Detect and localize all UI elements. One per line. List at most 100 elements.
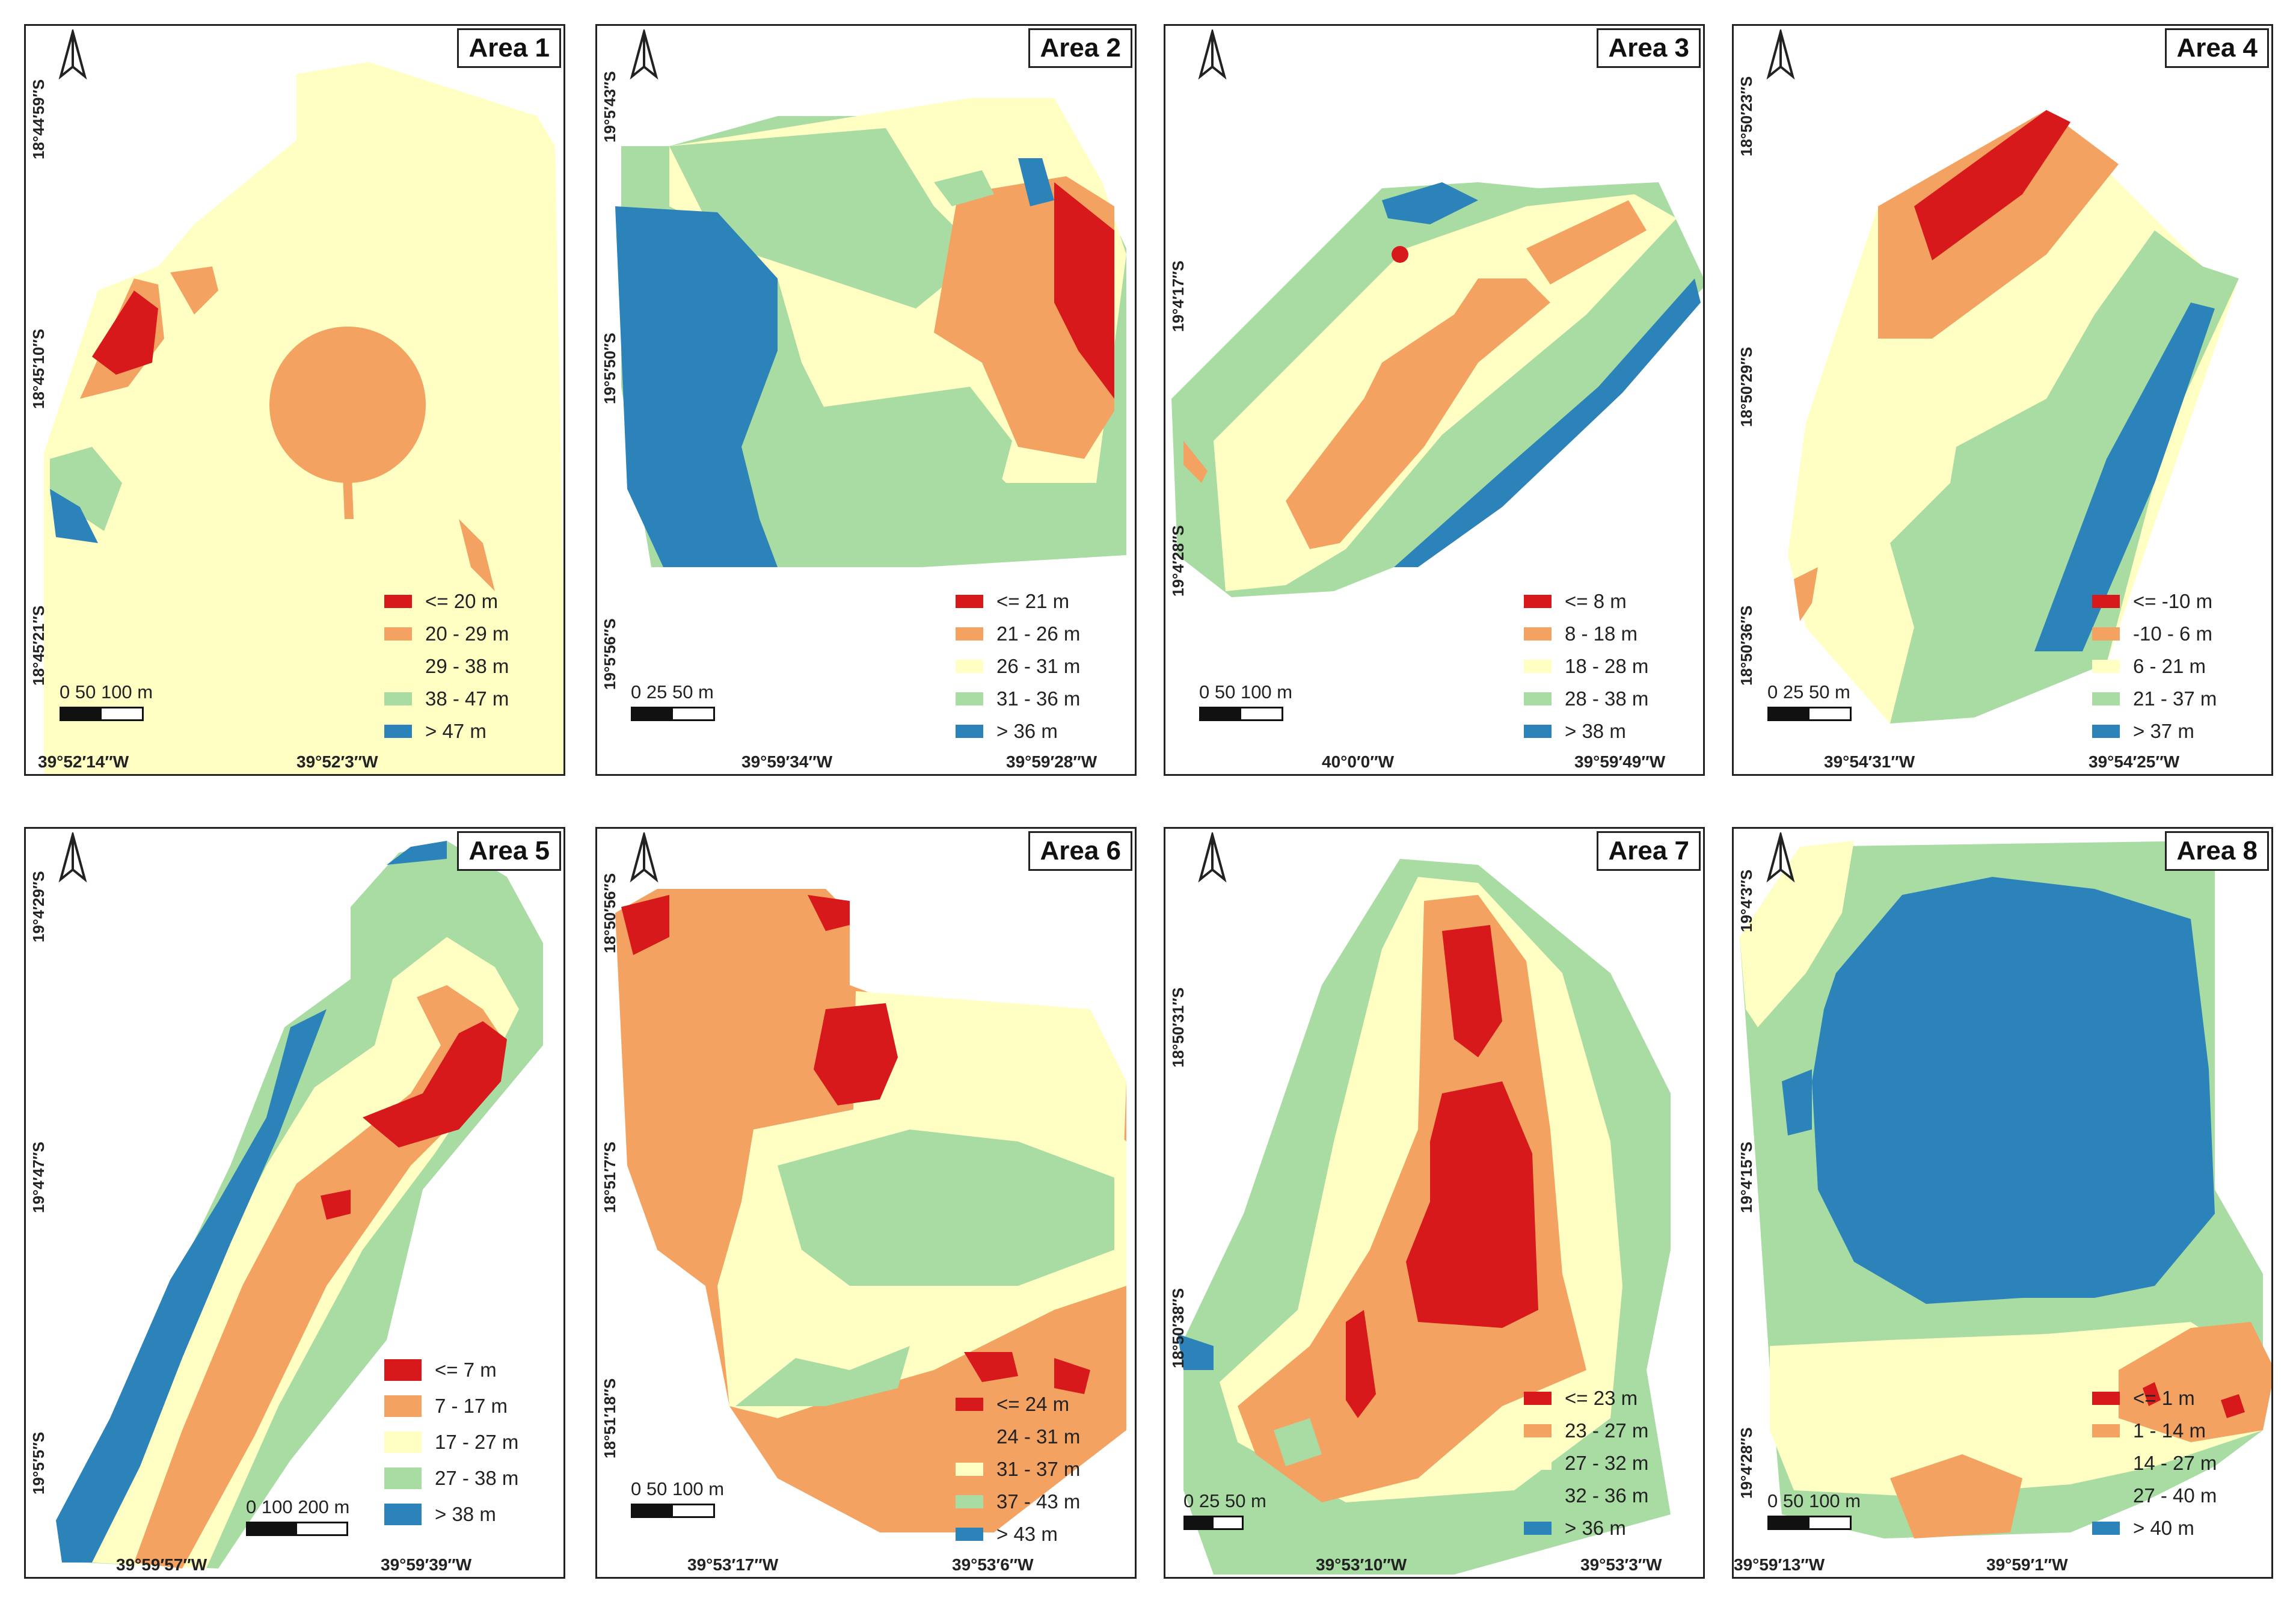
legend-label: 32 - 36 m [1565,1484,1649,1507]
legend-swatch [2092,692,2120,705]
legend-label: 6 - 21 m [2133,655,2206,677]
legend-item: 26 - 31 m [956,650,1124,683]
map-zone [615,206,778,567]
legend-label: > 38 m [1565,720,1626,742]
map-zone [50,489,98,543]
legend-item: 17 - 27 m [384,1424,553,1460]
legend-item: 6 - 21 m [2092,650,2261,683]
map-zone [808,895,850,931]
longitude-label: 39°53′10″W [1316,1555,1407,1574]
longitude-label: 39°59′57″W [116,1555,207,1574]
legend-swatch [1524,725,1552,738]
legend-swatch [2092,725,2120,738]
scale-bar: 0 50 100 m [60,681,153,721]
legend-label: > 36 m [996,720,1058,742]
legend-swatch [384,1504,422,1525]
map-title: Area 2 [1028,28,1132,68]
map-panel-area-7: Area 7 18°50′31″S 18°50′38″S 39°53′10″W … [1164,827,1705,1579]
map-title: Area 8 [2165,831,2269,871]
legend-item: 32 - 36 m [1524,1480,1692,1512]
legend-label: <= 1 m [2133,1387,2195,1409]
map-zone [296,62,369,206]
scale-labels: 0 50 100 m [631,1478,725,1499]
latitude-label: 19°4′29″S [29,871,48,943]
legend-item: > 37 m [2092,715,2261,748]
legend-item: 38 - 47 m [384,683,553,715]
map-zone [56,1009,327,1563]
legend-item: 24 - 31 m [956,1421,1124,1453]
legend-item: 31 - 37 m [956,1453,1124,1486]
longitude-label: 39°59′39″W [381,1555,472,1574]
legend-item: 8 - 18 m [1524,618,1692,650]
legend-swatch [1524,627,1552,641]
legend-swatch [956,725,983,738]
legend-item: 37 - 43 m [956,1486,1124,1518]
map-zone [621,895,669,955]
legend-item: > 36 m [1524,1512,1692,1544]
scale-labels: 0 50 100 m [1767,1490,1861,1511]
legend: <= 24 m 24 - 31 m 31 - 37 m 37 - 43 m > … [956,1388,1124,1550]
latitude-label: 18°45′21″S [29,605,48,686]
north-arrow-icon [58,29,87,80]
longitude-label: 39°54′31″W [1824,752,1915,771]
legend-item: 27 - 38 m [384,1460,553,1496]
legend: <= 21 m 21 - 26 m 26 - 31 m 31 - 36 m > … [956,585,1124,748]
map-zone [814,1003,898,1105]
legend-label: <= 21 m [996,590,1070,612]
legend-label: 27 - 32 m [1565,1452,1649,1474]
latitude-label: 18°50′29″S [1737,346,1755,427]
map-panel-area-5: Area 5 19°4′29″S 19°4′47″S 19°5′5″S 39°5… [24,827,565,1579]
map-title: Area 3 [1597,28,1701,68]
legend-swatch [2092,1457,2120,1470]
latitude-label: 19°4′47″S [29,1142,48,1214]
map-zone [1878,110,2119,339]
longitude-label: 39°59′34″W [741,752,833,771]
legend-item: <= 1 m [2092,1382,2261,1415]
legend-swatch [956,1495,983,1508]
legend-swatch [1524,595,1552,608]
longitude-label: 39°53′3″W [1580,1555,1662,1574]
legend-item: 1 - 14 m [2092,1415,2261,1447]
scale-labels: 0 25 50 m [631,681,714,702]
legend-label: 18 - 28 m [1565,655,1649,677]
map-zone [92,290,158,375]
legend-swatch [384,627,412,641]
latitude-label: 18°50′31″S [1169,987,1187,1068]
latitude-label: 18°51′18″S [601,1378,619,1458]
legend-label: <= 7 m [435,1359,497,1381]
map-title: Area 7 [1597,831,1701,871]
map-zone [2034,303,2215,651]
scale-bar: 0 50 100 m [1199,681,1292,721]
legend-swatch [956,595,983,608]
latitude-label: 18°44′59″S [29,79,48,159]
legend-item: <= 7 m [384,1352,553,1388]
legend-label: <= 20 m [425,590,499,612]
legend-swatch [384,725,412,738]
north-arrow-icon [1198,29,1227,80]
legend-swatch [956,1463,983,1476]
legend-swatch [1524,660,1552,673]
longitude-label: 39°59′49″W [1574,752,1666,771]
elevation-map-area-3 [1171,182,1703,597]
longitude-label: 39°59′1″W [1986,1555,2068,1574]
legend-item: 27 - 40 m [2092,1480,2261,1512]
elevation-map-area-5 [56,841,543,1569]
legend-label: <= 24 m [996,1393,1070,1415]
legend-label: > 37 m [2133,720,2194,742]
latitude-label: 18°45′10″S [29,328,48,409]
legend-swatch [384,1395,422,1417]
legend-item: 28 - 38 m [1524,683,1692,715]
legend-label: 17 - 27 m [435,1431,519,1453]
elevation-map-area-8 [1740,841,2271,1538]
elevation-map-area-4 [1788,110,2239,724]
legend-item: 31 - 36 m [956,683,1124,715]
legend-item: > 47 m [384,715,553,748]
legend-swatch [384,1431,422,1453]
map-zone [1890,1454,2022,1538]
scale-bar: 0 50 100 m [631,1478,724,1518]
legend-swatch [2092,1489,2120,1502]
scale-bar-graphic [60,707,144,721]
map-zone [1914,110,2070,260]
legend-label: > 40 m [2133,1517,2194,1539]
scale-bar: 0 100 200 m [246,1496,349,1536]
